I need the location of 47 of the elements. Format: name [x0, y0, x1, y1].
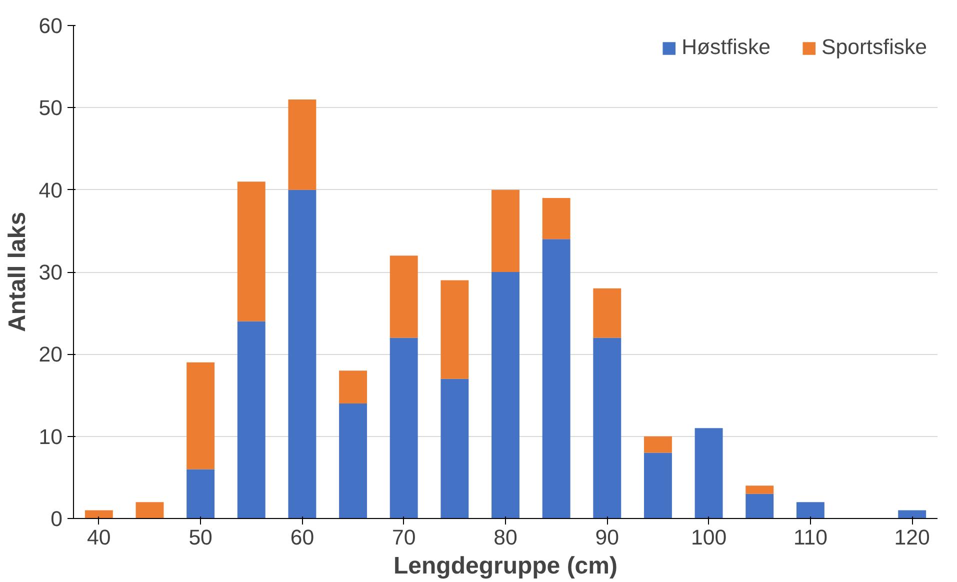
bar — [492, 272, 520, 518]
y-axis-title: Antall laks — [4, 212, 31, 332]
bar — [339, 403, 368, 518]
bar — [440, 378, 469, 518]
x-tick-label: 50 — [188, 526, 213, 550]
legend-label: Høstfiske — [682, 35, 770, 60]
bar — [339, 370, 368, 404]
bar — [694, 428, 723, 518]
bar — [542, 239, 570, 518]
x-axis-title: Lengdegruppe (cm) — [394, 552, 618, 580]
bar — [542, 198, 570, 240]
y-tick-label: 0 — [50, 507, 63, 531]
bar — [237, 182, 266, 322]
x-tick-label: 100 — [691, 526, 727, 550]
x-tick-label: 40 — [87, 526, 111, 550]
bar — [746, 494, 774, 518]
y-tick-label: 30 — [38, 260, 63, 284]
bar — [136, 502, 164, 518]
x-tick-label: 80 — [494, 526, 518, 550]
bar — [186, 362, 215, 470]
bar — [644, 436, 672, 453]
bar — [288, 99, 316, 190]
y-tick-label: 40 — [38, 178, 63, 202]
bar — [237, 321, 266, 518]
bar — [746, 486, 774, 494]
bar — [186, 469, 215, 518]
bar — [593, 338, 622, 518]
y-tick-label: 10 — [38, 424, 63, 449]
x-tick-label: 60 — [290, 526, 314, 550]
y-tick-label: 20 — [38, 342, 63, 367]
x-tick-label: 110 — [793, 526, 828, 550]
legend-label: Sportsfiske — [822, 35, 927, 60]
bar — [288, 190, 316, 518]
bar — [390, 338, 418, 518]
x-tick-label: 120 — [894, 526, 930, 550]
y-tick-label: 50 — [38, 96, 63, 120]
x-tick-label: 70 — [392, 526, 416, 550]
bar — [644, 452, 672, 518]
bar — [593, 288, 622, 338]
bar — [898, 510, 926, 518]
x-tick-label: 90 — [595, 526, 620, 550]
bar — [796, 502, 824, 518]
y-tick-label: 60 — [38, 14, 63, 38]
bar — [440, 280, 469, 379]
bar — [84, 510, 113, 518]
bar — [492, 190, 520, 272]
bar — [390, 256, 418, 338]
